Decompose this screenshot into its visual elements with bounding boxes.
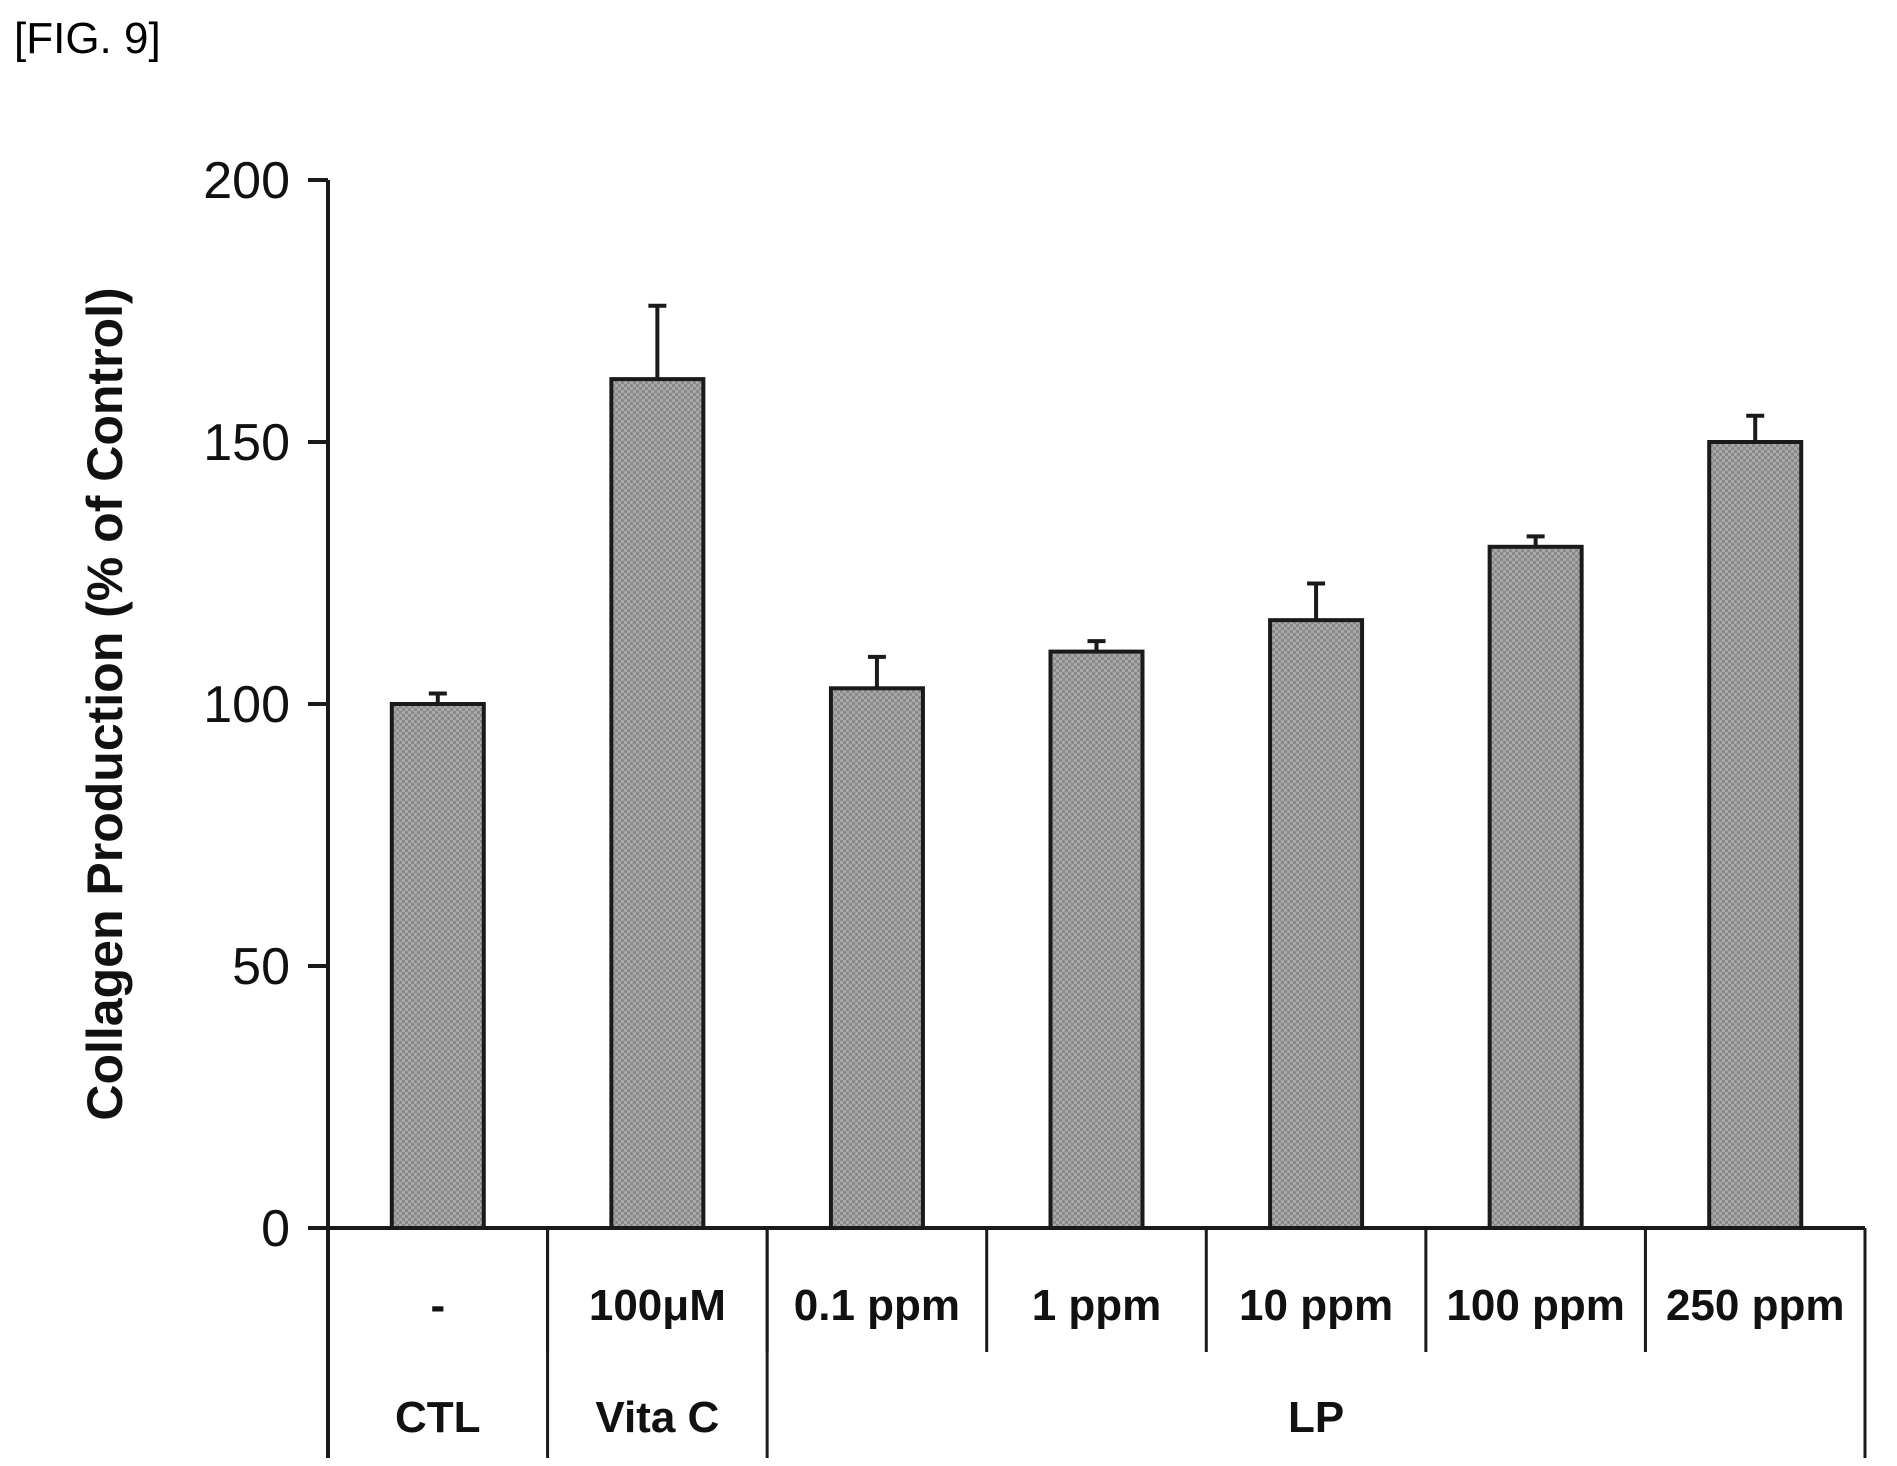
bar [1707, 440, 1804, 1230]
bar [828, 686, 925, 1230]
x-category-label: 1 ppm [1032, 1281, 1162, 1330]
x-category-label: 250 ppm [1666, 1281, 1845, 1330]
bar [1487, 544, 1584, 1230]
error-bars [428, 303, 1765, 704]
labels: 0 50 100 150 200 Collagen Production (% of Co… [77, 152, 1844, 1442]
group-label: CTL [395, 1393, 481, 1442]
y-tick-label: 0 [261, 1200, 290, 1258]
y-tick-label: 100 [203, 676, 290, 734]
y-tick-label: 50 [232, 938, 290, 996]
bar [389, 702, 486, 1230]
figure-label: [FIG. 9] [14, 14, 161, 63]
bar [1048, 649, 1145, 1230]
y-axis-label: Collagen Production (% of Control) [77, 287, 133, 1120]
x-category-label: 10 ppm [1239, 1281, 1393, 1330]
y-tick-label: 150 [203, 414, 290, 472]
bar [609, 377, 706, 1230]
bar [1268, 618, 1365, 1230]
group-label: LP [1288, 1393, 1344, 1442]
x-category-label: 0.1 ppm [794, 1281, 960, 1330]
x-category-label: - [430, 1281, 445, 1330]
x-category-label: 100 ppm [1446, 1281, 1625, 1330]
group-label: Vita C [595, 1393, 719, 1442]
bars [389, 377, 1804, 1230]
x-category-label: 100μM [589, 1281, 726, 1330]
y-tick-label: 200 [203, 152, 290, 210]
